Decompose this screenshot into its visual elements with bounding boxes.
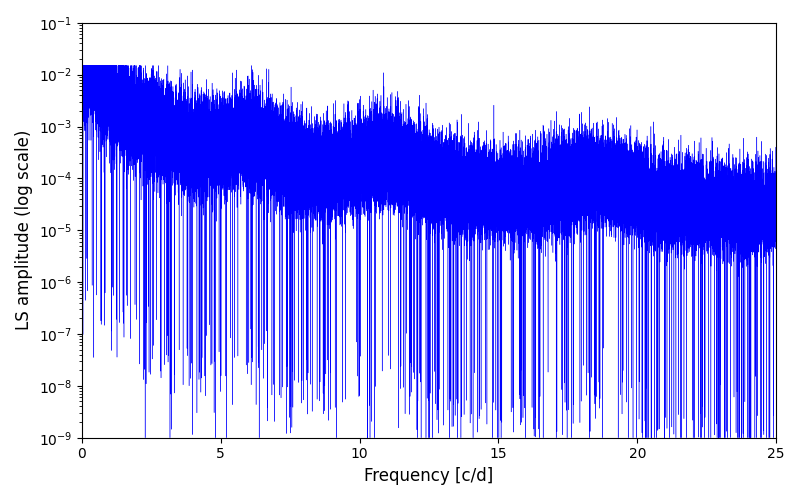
Y-axis label: LS amplitude (log scale): LS amplitude (log scale) — [15, 130, 33, 330]
X-axis label: Frequency [c/d]: Frequency [c/d] — [364, 467, 494, 485]
